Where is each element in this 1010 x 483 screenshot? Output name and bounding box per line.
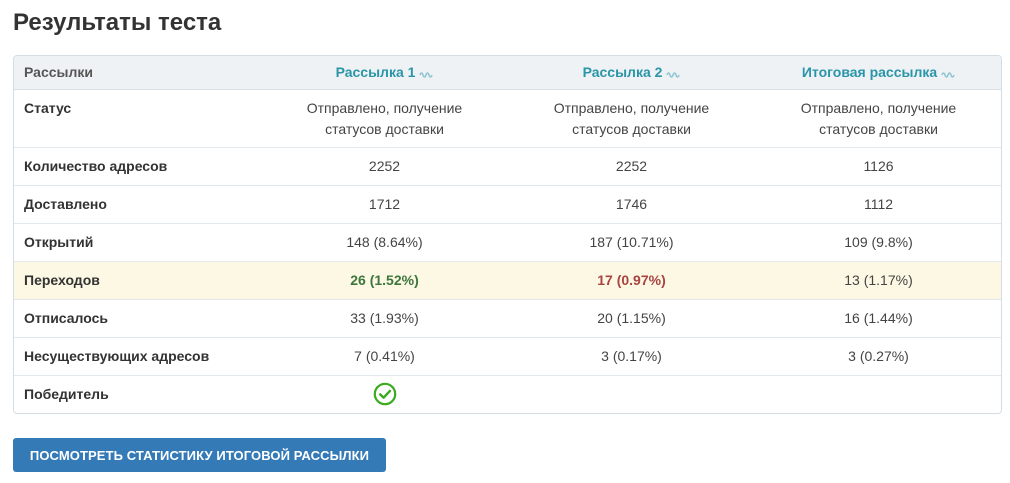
status-text: статусов доставки [819, 120, 938, 137]
value-cell: 1126 [755, 146, 1001, 185]
check-circle-icon [373, 382, 396, 406]
row-label: Несуществующих адресов [14, 336, 261, 375]
value-cell: 7 (0.41%) [261, 336, 508, 375]
results-table: Рассылки Рассылка 1 Рассылка 2 Итоговая … [14, 56, 1001, 413]
status-cell: Отправлено, получение статусов доставки [755, 89, 1001, 147]
empty-cell [755, 374, 1001, 413]
value-cell: 2252 [508, 146, 755, 185]
wave-icon[interactable] [941, 69, 955, 79]
value-cell: 148 (8.64%) [261, 222, 508, 261]
status-text: Отправлено, получение [800, 99, 957, 116]
row-label: Отписалось [14, 298, 261, 337]
header-mailing-final: Итоговая рассылка [755, 56, 1001, 90]
table-row-unsubscribed: Отписалось 33 (1.93%) 20 (1.15%) 16 (1.4… [14, 298, 1001, 337]
value-cell: 20 (1.15%) [508, 298, 755, 337]
page-title: Результаты теста [13, 9, 222, 36]
mailing-2-link[interactable]: Рассылка 2 [582, 64, 663, 81]
value-cell: 33 (1.93%) [261, 298, 508, 337]
header-mailing-2: Рассылка 2 [508, 56, 755, 90]
best-value-cell: 26 (1.52%) [261, 260, 508, 299]
wave-icon[interactable] [666, 69, 681, 79]
wave-icon[interactable] [419, 69, 434, 79]
row-label: Статус [24, 99, 72, 116]
status-text: Отправлено, получение [553, 99, 710, 116]
value-cell: 1746 [508, 184, 755, 223]
mailing-final-link[interactable]: Итоговая рассылка [801, 64, 938, 81]
status-cell: Отправлено, получение статусов доставки [261, 89, 508, 147]
empty-cell [508, 374, 755, 413]
row-label: Доставлено [14, 184, 261, 223]
status-text: статусов доставки [325, 120, 444, 137]
table-row-status: Статус Отправлено, получение статусов до… [14, 89, 1001, 147]
table-row-nonexistent: Несуществующих адресов 7 (0.41%) 3 (0.17… [14, 336, 1001, 375]
value-cell: 3 (0.27%) [755, 336, 1001, 375]
header-mailing-1: Рассылка 1 [261, 56, 508, 90]
table-row-clicks: Переходов 26 (1.52%) 17 (0.97%) 13 (1.17… [14, 260, 1001, 299]
status-text: статусов доставки [572, 120, 691, 137]
row-label: Открытий [14, 222, 261, 261]
view-final-stats-button[interactable]: ПОСМОТРЕТЬ СТАТИСТИКУ ИТОГОВОЙ РАССЫЛКИ [13, 438, 386, 472]
table-row-opens: Открытий 148 (8.64%) 187 (10.71%) 109 (9… [14, 222, 1001, 261]
status-text: Отправлено, получение [306, 99, 463, 116]
mailing-1-link[interactable]: Рассылка 1 [335, 64, 416, 81]
value-cell: 1712 [261, 184, 508, 223]
table-row-addresses: Количество адресов 2252 2252 1126 [14, 146, 1001, 185]
value-cell: 2252 [261, 146, 508, 185]
value-cell: 1112 [755, 184, 1001, 223]
row-label: Переходов [14, 260, 261, 299]
table-row-winner: Победитель [14, 374, 1001, 413]
value-cell: 109 (9.8%) [755, 222, 1001, 261]
value-cell: 13 (1.17%) [755, 260, 1001, 299]
header-label: Рассылки [14, 56, 261, 90]
results-card: Рассылки Рассылка 1 Рассылка 2 Итоговая … [13, 55, 1002, 414]
worst-value-cell: 17 (0.97%) [508, 260, 755, 299]
value-cell: 16 (1.44%) [755, 298, 1001, 337]
value-cell: 187 (10.71%) [508, 222, 755, 261]
row-label: Победитель [14, 374, 261, 413]
table-header-row: Рассылки Рассылка 1 Рассылка 2 Итоговая … [14, 56, 1001, 90]
table-row-delivered: Доставлено 1712 1746 1112 [14, 184, 1001, 223]
value-cell: 3 (0.17%) [508, 336, 755, 375]
winner-cell [261, 374, 508, 413]
status-cell: Отправлено, получение статусов доставки [508, 89, 755, 147]
row-label: Количество адресов [14, 146, 261, 185]
